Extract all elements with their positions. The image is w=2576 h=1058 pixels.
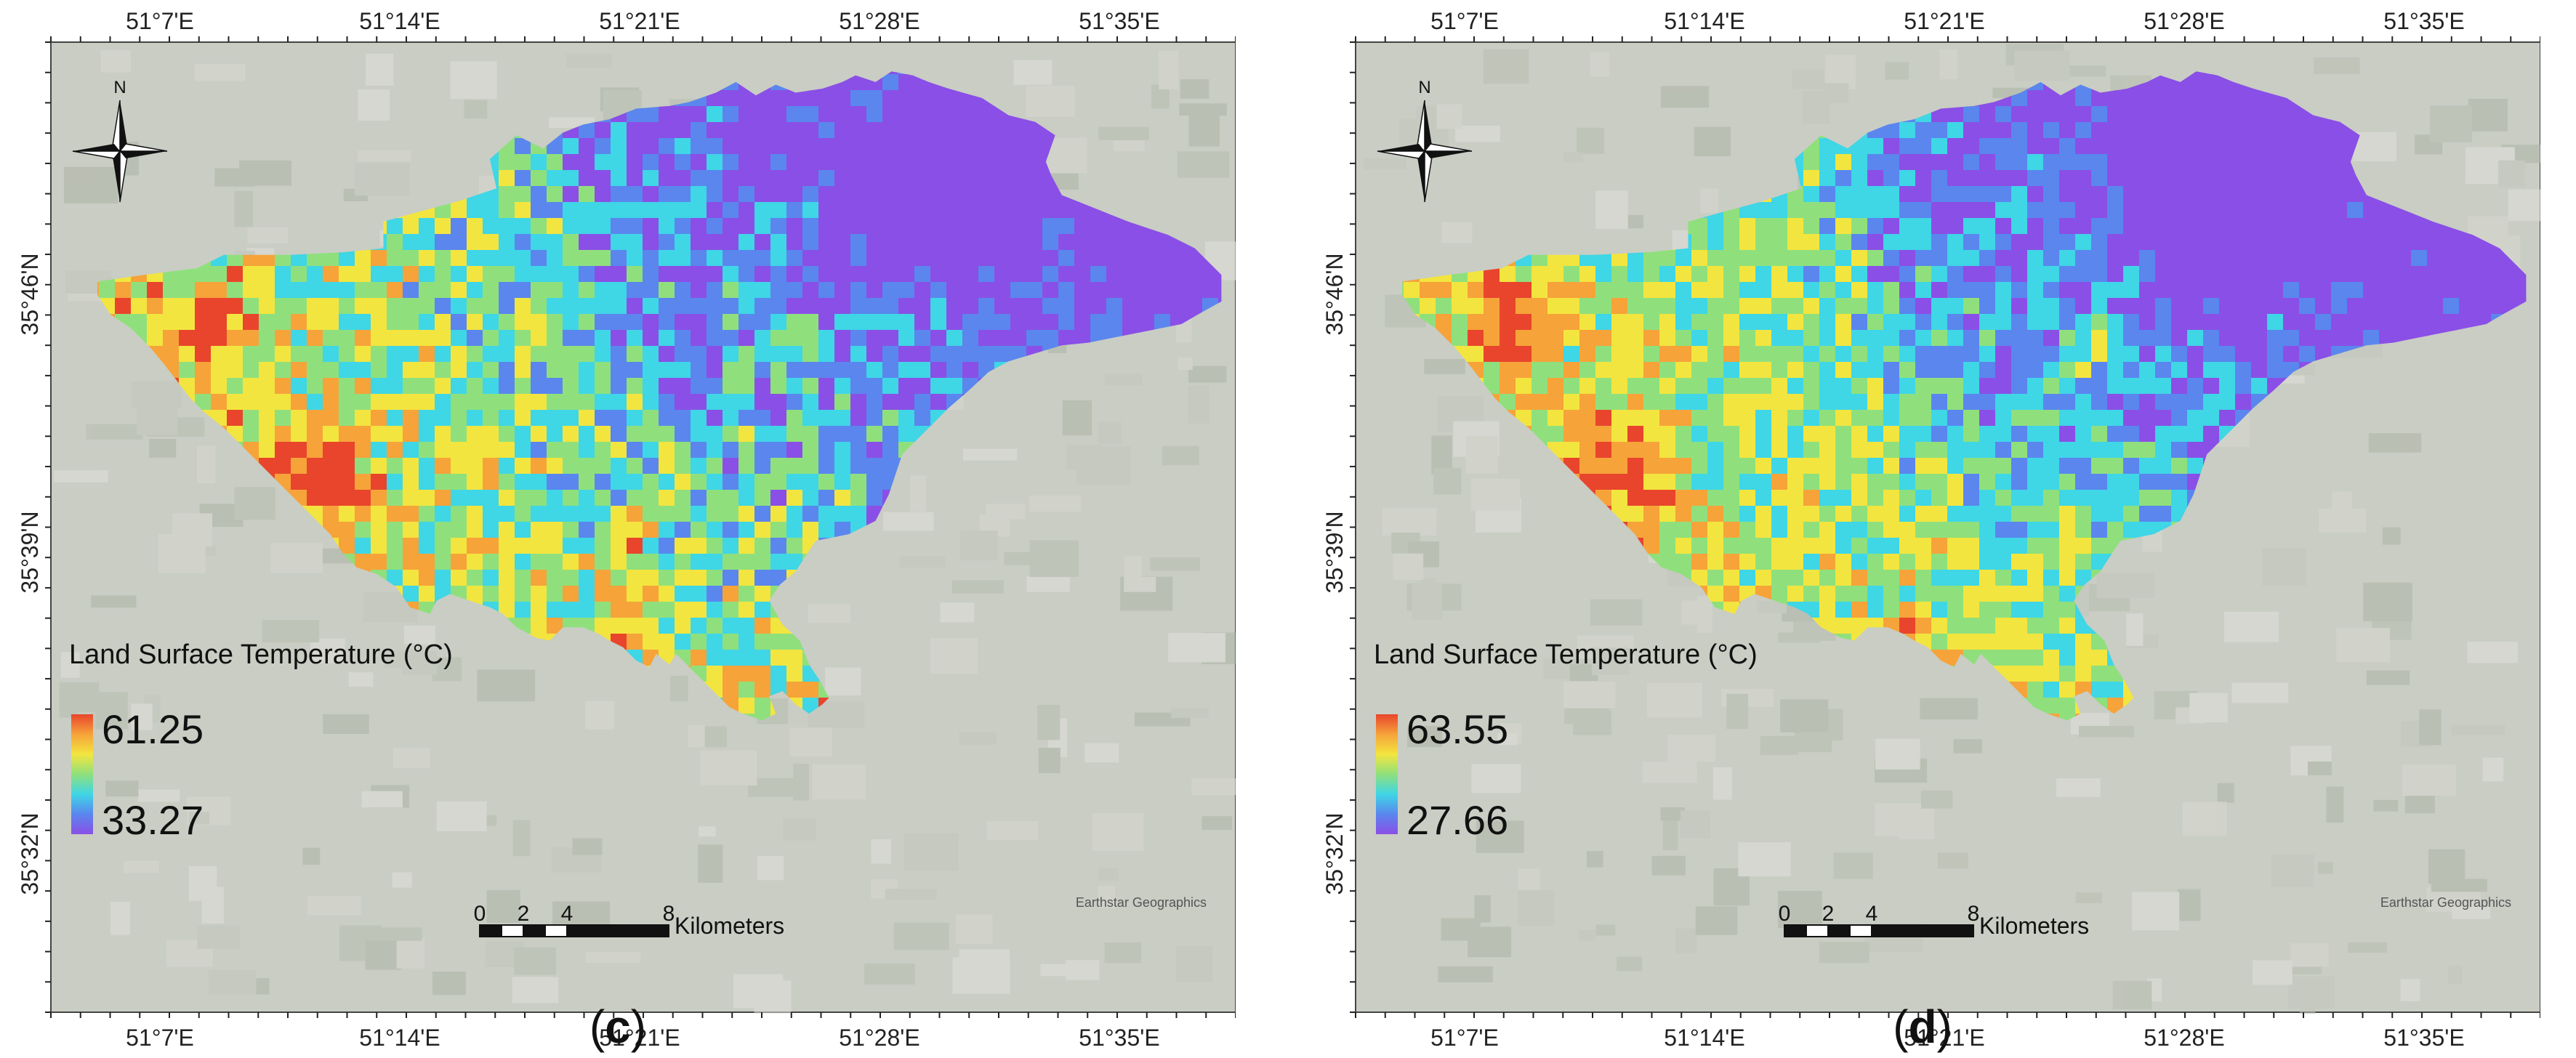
lon-label-top: 51°14'E — [359, 8, 440, 34]
lon-label-top: 51°7'E — [126, 8, 194, 34]
lon-label-top: 51°14'E — [1664, 8, 1744, 34]
scale-bar-unit: Kilometers — [1979, 913, 2089, 939]
lon-label-top: 51°35'E — [2383, 8, 2464, 34]
lon-label-bottom: 51°7'E — [1430, 1025, 1499, 1051]
legend-title: Land Surface Temperature (°C) — [69, 639, 453, 670]
legend-min-value: 33.27 — [102, 797, 204, 843]
north-label: N — [113, 78, 126, 97]
legend-title: Land Surface Temperature (°C) — [1374, 639, 1758, 670]
lon-label-top: 51°21'E — [1904, 8, 1984, 34]
lon-label-bottom: 51°35'E — [2383, 1025, 2464, 1051]
lon-label-bottom: 51°14'E — [359, 1025, 440, 1051]
scale-bar-tick: 8 — [663, 902, 675, 926]
panel-letter: d — [1908, 1001, 1936, 1053]
basemap-attribution: Earthstar Geographics — [1076, 895, 1207, 910]
scale-bar-tick: 4 — [561, 902, 573, 926]
map-svg: 51°7'E51°7'E51°14'E51°14'E51°21'E51°21'E… — [0, 0, 1236, 1054]
lat-label-left: 35°39'N — [17, 511, 43, 593]
lat-label-left: 35°46'N — [1321, 253, 1348, 335]
lon-label-top: 51°21'E — [599, 8, 680, 34]
lon-label-bottom: 51°28'E — [839, 1025, 919, 1051]
lat-label-left: 35°32'N — [1321, 812, 1348, 895]
north-label: N — [1418, 78, 1430, 97]
lon-label-bottom: 51°7'E — [126, 1025, 194, 1051]
lon-label-bottom: 51°28'E — [2144, 1025, 2224, 1051]
map-svg: 51°7'E51°7'E51°14'E51°14'E51°21'E51°21'E… — [1305, 0, 2540, 1054]
basemap-attribution: Earthstar Geographics — [2380, 895, 2511, 910]
legend-color-bar — [1376, 714, 1398, 834]
lat-label-left: 35°39'N — [1321, 511, 1348, 593]
lon-label-top: 51°28'E — [839, 8, 919, 34]
lon-label-bottom: 51°35'E — [1079, 1025, 1159, 1051]
lat-label-left: 35°46'N — [17, 253, 43, 335]
panel-caption: (c) — [589, 1001, 646, 1053]
lon-label-top: 51°35'E — [1079, 8, 1159, 34]
legend-color-bar — [71, 714, 93, 834]
scale-bar-tick: 0 — [474, 902, 486, 926]
panel-caption: (d) — [1893, 1001, 1952, 1053]
panel-letter: c — [605, 1001, 631, 1053]
scale-bar-tick: 8 — [1968, 902, 1980, 926]
legend-min-value: 27.66 — [1406, 797, 1508, 843]
lon-label-top: 51°7'E — [1430, 8, 1499, 34]
lat-label-left: 35°32'N — [17, 812, 43, 895]
legend-max-value: 61.25 — [102, 706, 204, 752]
lon-label-top: 51°28'E — [2144, 8, 2224, 34]
scale-bar-tick: 2 — [1822, 902, 1835, 926]
scale-bar-tick: 0 — [1779, 902, 1791, 926]
scale-bar-tick: 4 — [1866, 902, 1878, 926]
scale-bar-tick: 2 — [518, 902, 530, 926]
scale-bar-unit: Kilometers — [675, 913, 784, 939]
legend-max-value: 63.55 — [1406, 706, 1508, 752]
lon-label-bottom: 51°14'E — [1664, 1025, 1744, 1051]
